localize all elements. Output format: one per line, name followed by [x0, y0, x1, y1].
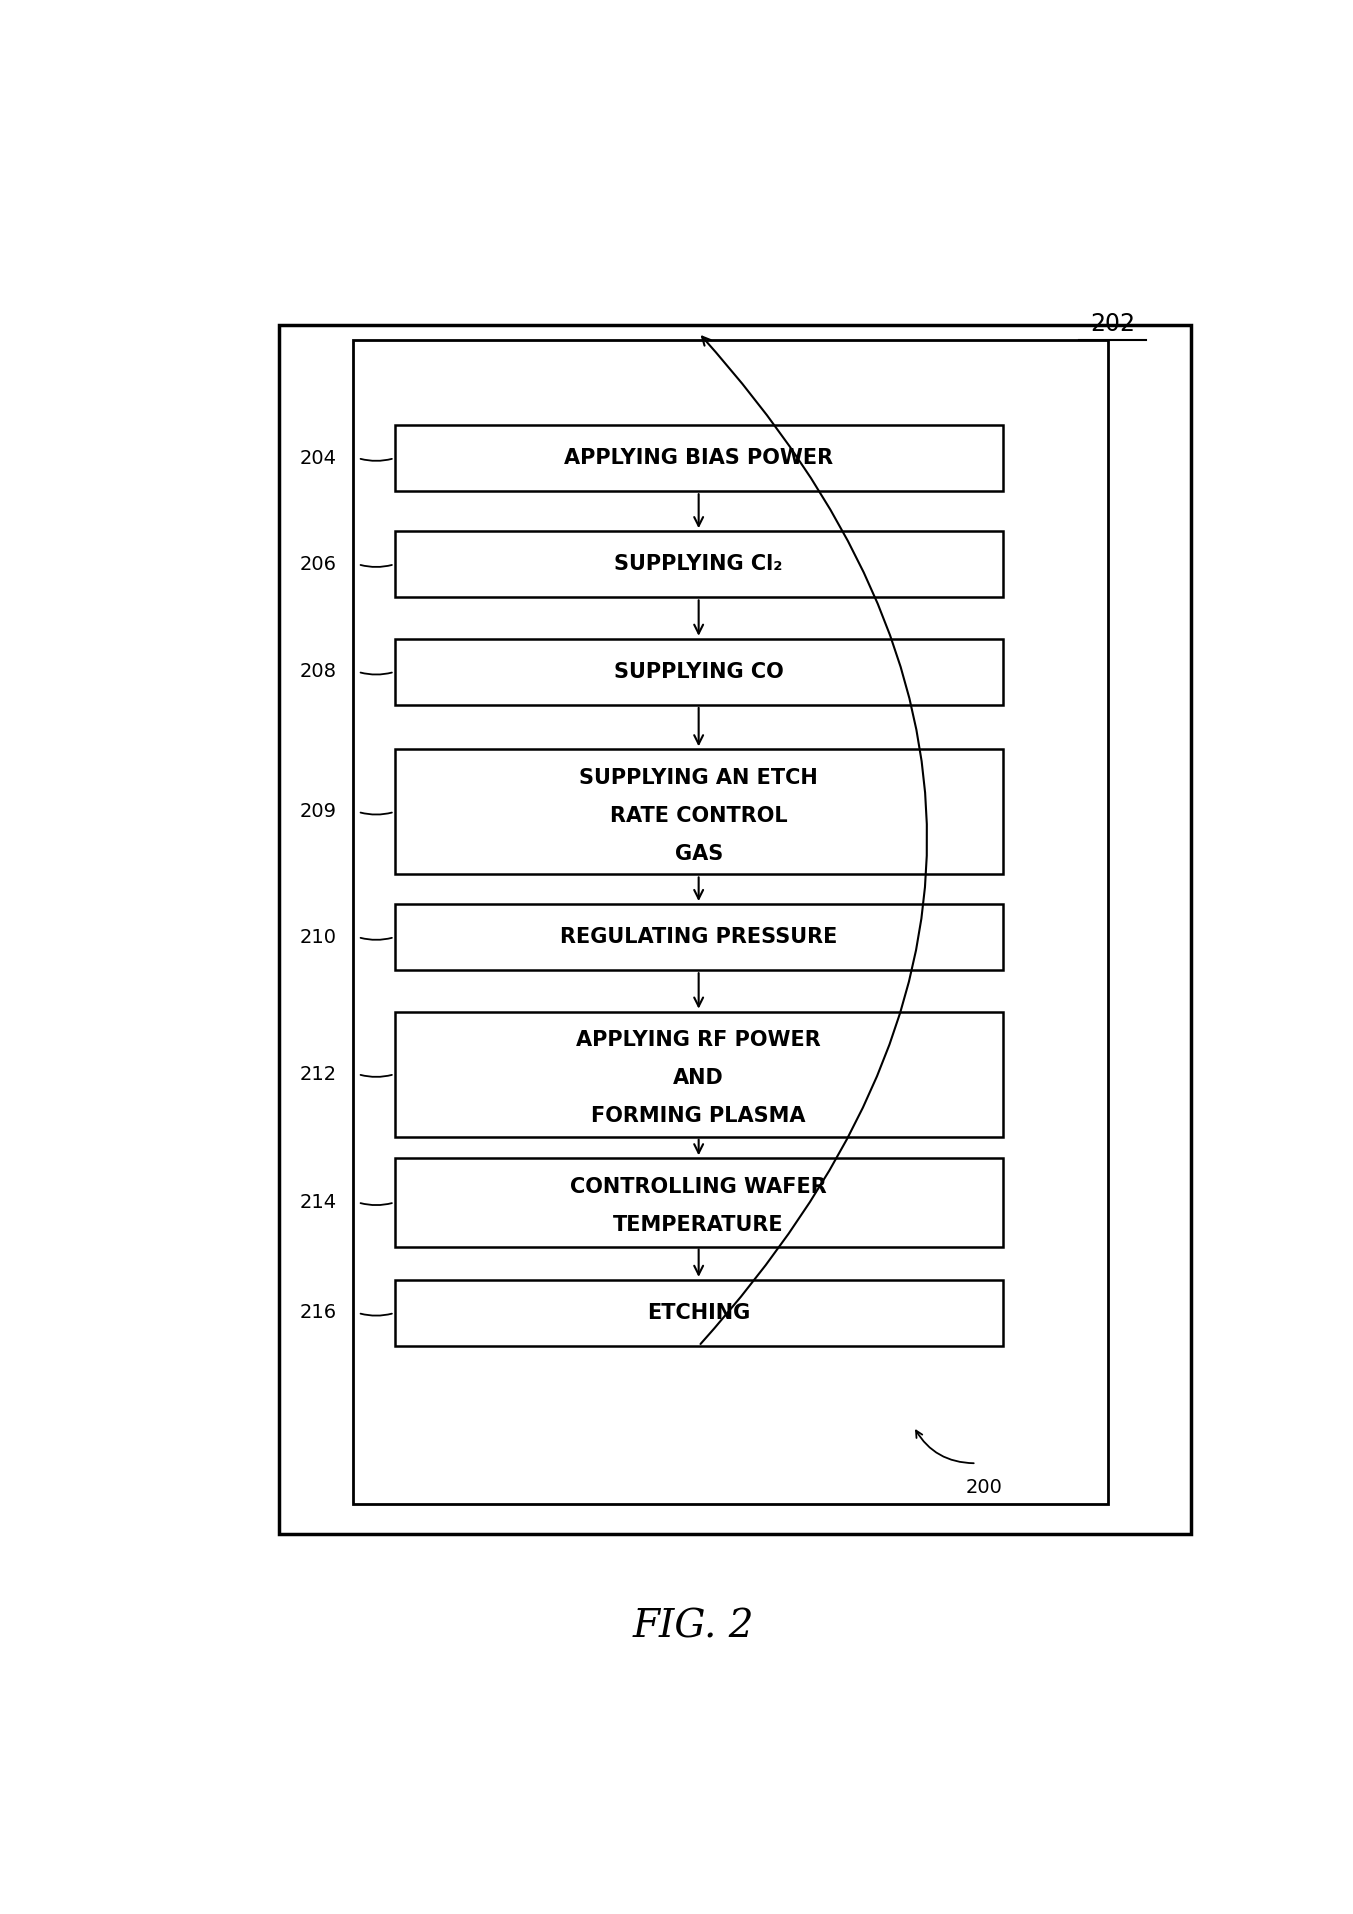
Text: 206: 206: [300, 555, 337, 574]
Text: 204: 204: [300, 448, 337, 467]
Text: SUPPLYING AN ETCH: SUPPLYING AN ETCH: [579, 768, 819, 789]
Text: 214: 214: [300, 1192, 337, 1212]
Text: FIG. 2: FIG. 2: [633, 1608, 754, 1646]
Text: APPLYING BIAS POWER: APPLYING BIAS POWER: [564, 448, 833, 469]
Text: 216: 216: [300, 1303, 337, 1323]
Bar: [395, 748, 1003, 875]
Bar: [279, 325, 1192, 1533]
Text: REGULATING PRESSURE: REGULATING PRESSURE: [560, 926, 838, 947]
Text: TEMPERATURE: TEMPERATURE: [613, 1215, 783, 1235]
Text: ETCHING: ETCHING: [647, 1303, 751, 1323]
Bar: [395, 1158, 1003, 1246]
Bar: [395, 639, 1003, 704]
Text: 212: 212: [300, 1064, 337, 1083]
Text: FORMING PLASMA: FORMING PLASMA: [591, 1106, 806, 1125]
Text: SUPPLYING CO: SUPPLYING CO: [614, 662, 783, 681]
Bar: [395, 1280, 1003, 1346]
Bar: [395, 530, 1003, 597]
Text: 202: 202: [1091, 312, 1135, 335]
Text: GAS: GAS: [675, 844, 723, 863]
Text: RATE CONTROL: RATE CONTROL: [610, 806, 787, 825]
Bar: [395, 903, 1003, 970]
Text: 200: 200: [966, 1478, 1003, 1497]
Text: AND: AND: [674, 1068, 724, 1087]
Text: APPLYING RF POWER: APPLYING RF POWER: [576, 1030, 821, 1051]
Bar: [353, 341, 1108, 1504]
Text: SUPPLYING Cl₂: SUPPLYING Cl₂: [614, 555, 783, 574]
Text: 210: 210: [300, 928, 337, 947]
Text: CONTROLLING WAFER: CONTROLLING WAFER: [570, 1177, 827, 1196]
Text: 208: 208: [300, 662, 337, 681]
Text: 209: 209: [300, 802, 337, 821]
Bar: [395, 425, 1003, 492]
Bar: [395, 1011, 1003, 1137]
